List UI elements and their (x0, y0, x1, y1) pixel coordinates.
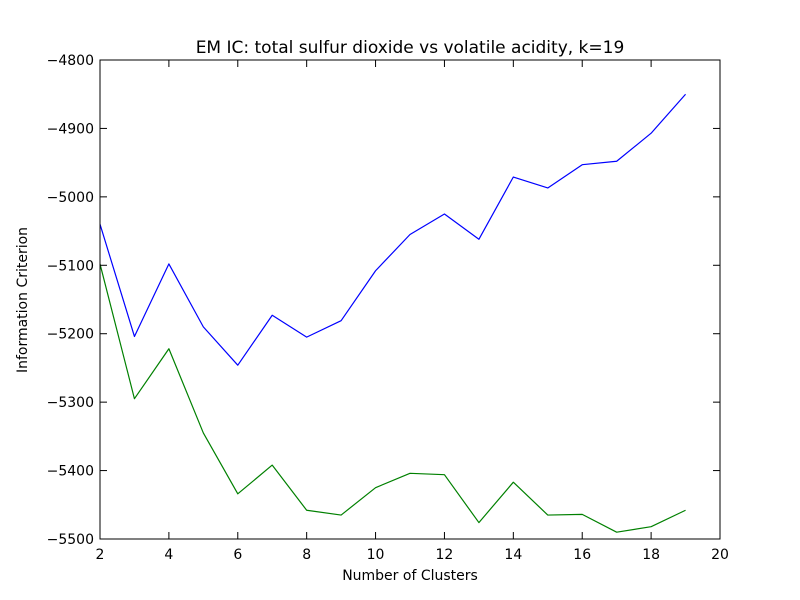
x-tick-label: 10 (367, 547, 385, 563)
y-tick-label: −5200 (47, 327, 94, 343)
y-axis-title: Information Criterion (15, 227, 31, 373)
series-layer (99, 93, 687, 533)
plot-frame (99, 59, 721, 540)
x-tick-label: 14 (504, 547, 522, 563)
y-tick-label: −5100 (47, 258, 94, 274)
y-tick-label: −4800 (47, 53, 94, 69)
x-tick-label: 16 (573, 547, 591, 563)
x-tick-label: 18 (642, 547, 660, 563)
ticks-layer: 2 4 6 8 10 12 14 16 18 20 −5500 −5400 −5300 −5200 −510… (47, 53, 729, 563)
chart-title: EM IC: total sulfur dioxide vs volatile … (196, 38, 625, 58)
series-line-1 (99, 93, 687, 366)
x-tick-label: 2 (96, 547, 105, 563)
series-line-2 (99, 263, 686, 533)
x-tick-label: 20 (711, 547, 729, 563)
x-tick-label: 4 (164, 547, 173, 563)
x-axis-title: Number of Clusters (342, 568, 478, 584)
y-tick-label: −5500 (47, 532, 94, 548)
x-tick-label: 6 (233, 547, 242, 563)
y-tick-label: −4900 (47, 121, 94, 137)
y-tick-label: −5400 (47, 464, 94, 480)
x-tick-label: 8 (302, 547, 311, 563)
x-tick-label: 12 (436, 547, 454, 563)
y-tick-label: −5000 (47, 190, 94, 206)
y-tick-label: −5300 (47, 395, 94, 411)
